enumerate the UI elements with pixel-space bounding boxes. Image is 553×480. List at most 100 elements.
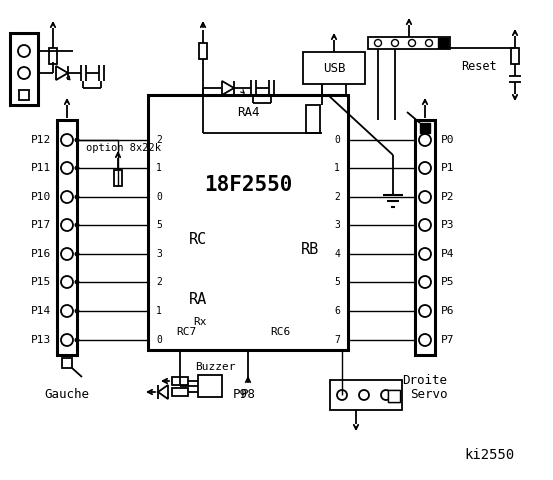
Bar bbox=[388, 390, 400, 402]
Text: RB: RB bbox=[301, 242, 319, 257]
Text: Rx: Rx bbox=[193, 317, 207, 327]
Text: RA4: RA4 bbox=[237, 107, 259, 120]
Text: P16: P16 bbox=[31, 249, 51, 259]
Text: 2: 2 bbox=[156, 277, 162, 287]
Circle shape bbox=[61, 191, 73, 203]
Text: 5: 5 bbox=[334, 277, 340, 287]
Text: P0: P0 bbox=[441, 135, 455, 145]
Circle shape bbox=[75, 309, 80, 313]
Bar bbox=[415, 120, 435, 355]
Text: 6: 6 bbox=[334, 306, 340, 316]
Bar bbox=[438, 38, 448, 48]
Text: Servo: Servo bbox=[410, 388, 447, 401]
Text: ki2550: ki2550 bbox=[465, 448, 515, 462]
Bar bbox=[57, 120, 77, 355]
Bar bbox=[19, 90, 29, 100]
Circle shape bbox=[75, 279, 80, 285]
Text: P7: P7 bbox=[441, 335, 455, 345]
Text: P15: P15 bbox=[31, 277, 51, 287]
Bar bbox=[62, 358, 72, 368]
Text: Buzzer: Buzzer bbox=[195, 362, 235, 372]
Circle shape bbox=[337, 390, 347, 400]
Text: P12: P12 bbox=[31, 135, 51, 145]
Bar bbox=[420, 123, 430, 133]
Text: P14: P14 bbox=[31, 306, 51, 316]
Circle shape bbox=[419, 248, 431, 260]
Text: Reset: Reset bbox=[461, 60, 497, 72]
Circle shape bbox=[409, 39, 415, 47]
Text: 0: 0 bbox=[334, 135, 340, 145]
Circle shape bbox=[75, 166, 80, 170]
Text: Droite: Droite bbox=[403, 373, 447, 386]
Circle shape bbox=[419, 276, 431, 288]
Circle shape bbox=[61, 305, 73, 317]
Text: 0: 0 bbox=[156, 192, 162, 202]
Bar bbox=[172, 388, 188, 396]
Circle shape bbox=[61, 219, 73, 231]
Circle shape bbox=[374, 39, 382, 47]
Circle shape bbox=[359, 390, 369, 400]
Circle shape bbox=[61, 334, 73, 346]
Bar bbox=[368, 37, 450, 49]
Text: 2: 2 bbox=[156, 135, 162, 145]
Text: 2: 2 bbox=[334, 192, 340, 202]
Circle shape bbox=[419, 305, 431, 317]
Bar bbox=[172, 377, 188, 385]
Text: P17: P17 bbox=[31, 220, 51, 230]
Text: USB: USB bbox=[323, 61, 345, 74]
Text: P8: P8 bbox=[241, 388, 255, 401]
Text: RC: RC bbox=[189, 232, 207, 248]
Bar bbox=[388, 390, 400, 402]
Circle shape bbox=[419, 334, 431, 346]
Circle shape bbox=[381, 390, 391, 400]
Text: 7: 7 bbox=[334, 335, 340, 345]
Text: 1: 1 bbox=[156, 306, 162, 316]
Circle shape bbox=[75, 252, 80, 256]
Bar bbox=[306, 105, 320, 133]
Circle shape bbox=[425, 39, 432, 47]
Text: P10: P10 bbox=[31, 192, 51, 202]
Text: P3: P3 bbox=[441, 220, 455, 230]
Bar bbox=[330, 380, 402, 410]
Circle shape bbox=[18, 45, 30, 57]
Text: 1: 1 bbox=[156, 163, 162, 173]
Text: 3: 3 bbox=[334, 220, 340, 230]
Text: 18F2550: 18F2550 bbox=[204, 175, 292, 195]
Circle shape bbox=[75, 223, 80, 228]
Text: P1: P1 bbox=[441, 163, 455, 173]
Bar bbox=[49, 48, 57, 64]
Circle shape bbox=[61, 276, 73, 288]
Text: P4: P4 bbox=[441, 249, 455, 259]
Circle shape bbox=[419, 219, 431, 231]
Text: P6: P6 bbox=[441, 306, 455, 316]
Circle shape bbox=[75, 337, 80, 343]
Text: RC7: RC7 bbox=[176, 327, 196, 337]
Text: 3: 3 bbox=[156, 249, 162, 259]
Text: P2: P2 bbox=[441, 192, 455, 202]
Circle shape bbox=[18, 67, 30, 79]
Circle shape bbox=[75, 137, 80, 143]
Text: RA: RA bbox=[189, 292, 207, 308]
Text: 5: 5 bbox=[156, 220, 162, 230]
Circle shape bbox=[61, 248, 73, 260]
Circle shape bbox=[419, 191, 431, 203]
Circle shape bbox=[419, 162, 431, 174]
Bar bbox=[114, 170, 122, 186]
Bar bbox=[10, 33, 38, 105]
Text: P9: P9 bbox=[232, 388, 248, 401]
Circle shape bbox=[61, 134, 73, 146]
Bar bbox=[198, 375, 222, 397]
Text: 1: 1 bbox=[334, 163, 340, 173]
Text: option 8x22k: option 8x22k bbox=[86, 143, 160, 153]
Bar bbox=[199, 43, 207, 59]
Bar bbox=[511, 48, 519, 64]
Text: P11: P11 bbox=[31, 163, 51, 173]
Text: 4: 4 bbox=[334, 249, 340, 259]
Circle shape bbox=[392, 39, 399, 47]
Circle shape bbox=[419, 134, 431, 146]
Circle shape bbox=[75, 194, 80, 200]
Text: RC6: RC6 bbox=[270, 327, 290, 337]
Circle shape bbox=[61, 162, 73, 174]
Bar bbox=[303, 52, 365, 84]
Bar bbox=[148, 95, 348, 350]
